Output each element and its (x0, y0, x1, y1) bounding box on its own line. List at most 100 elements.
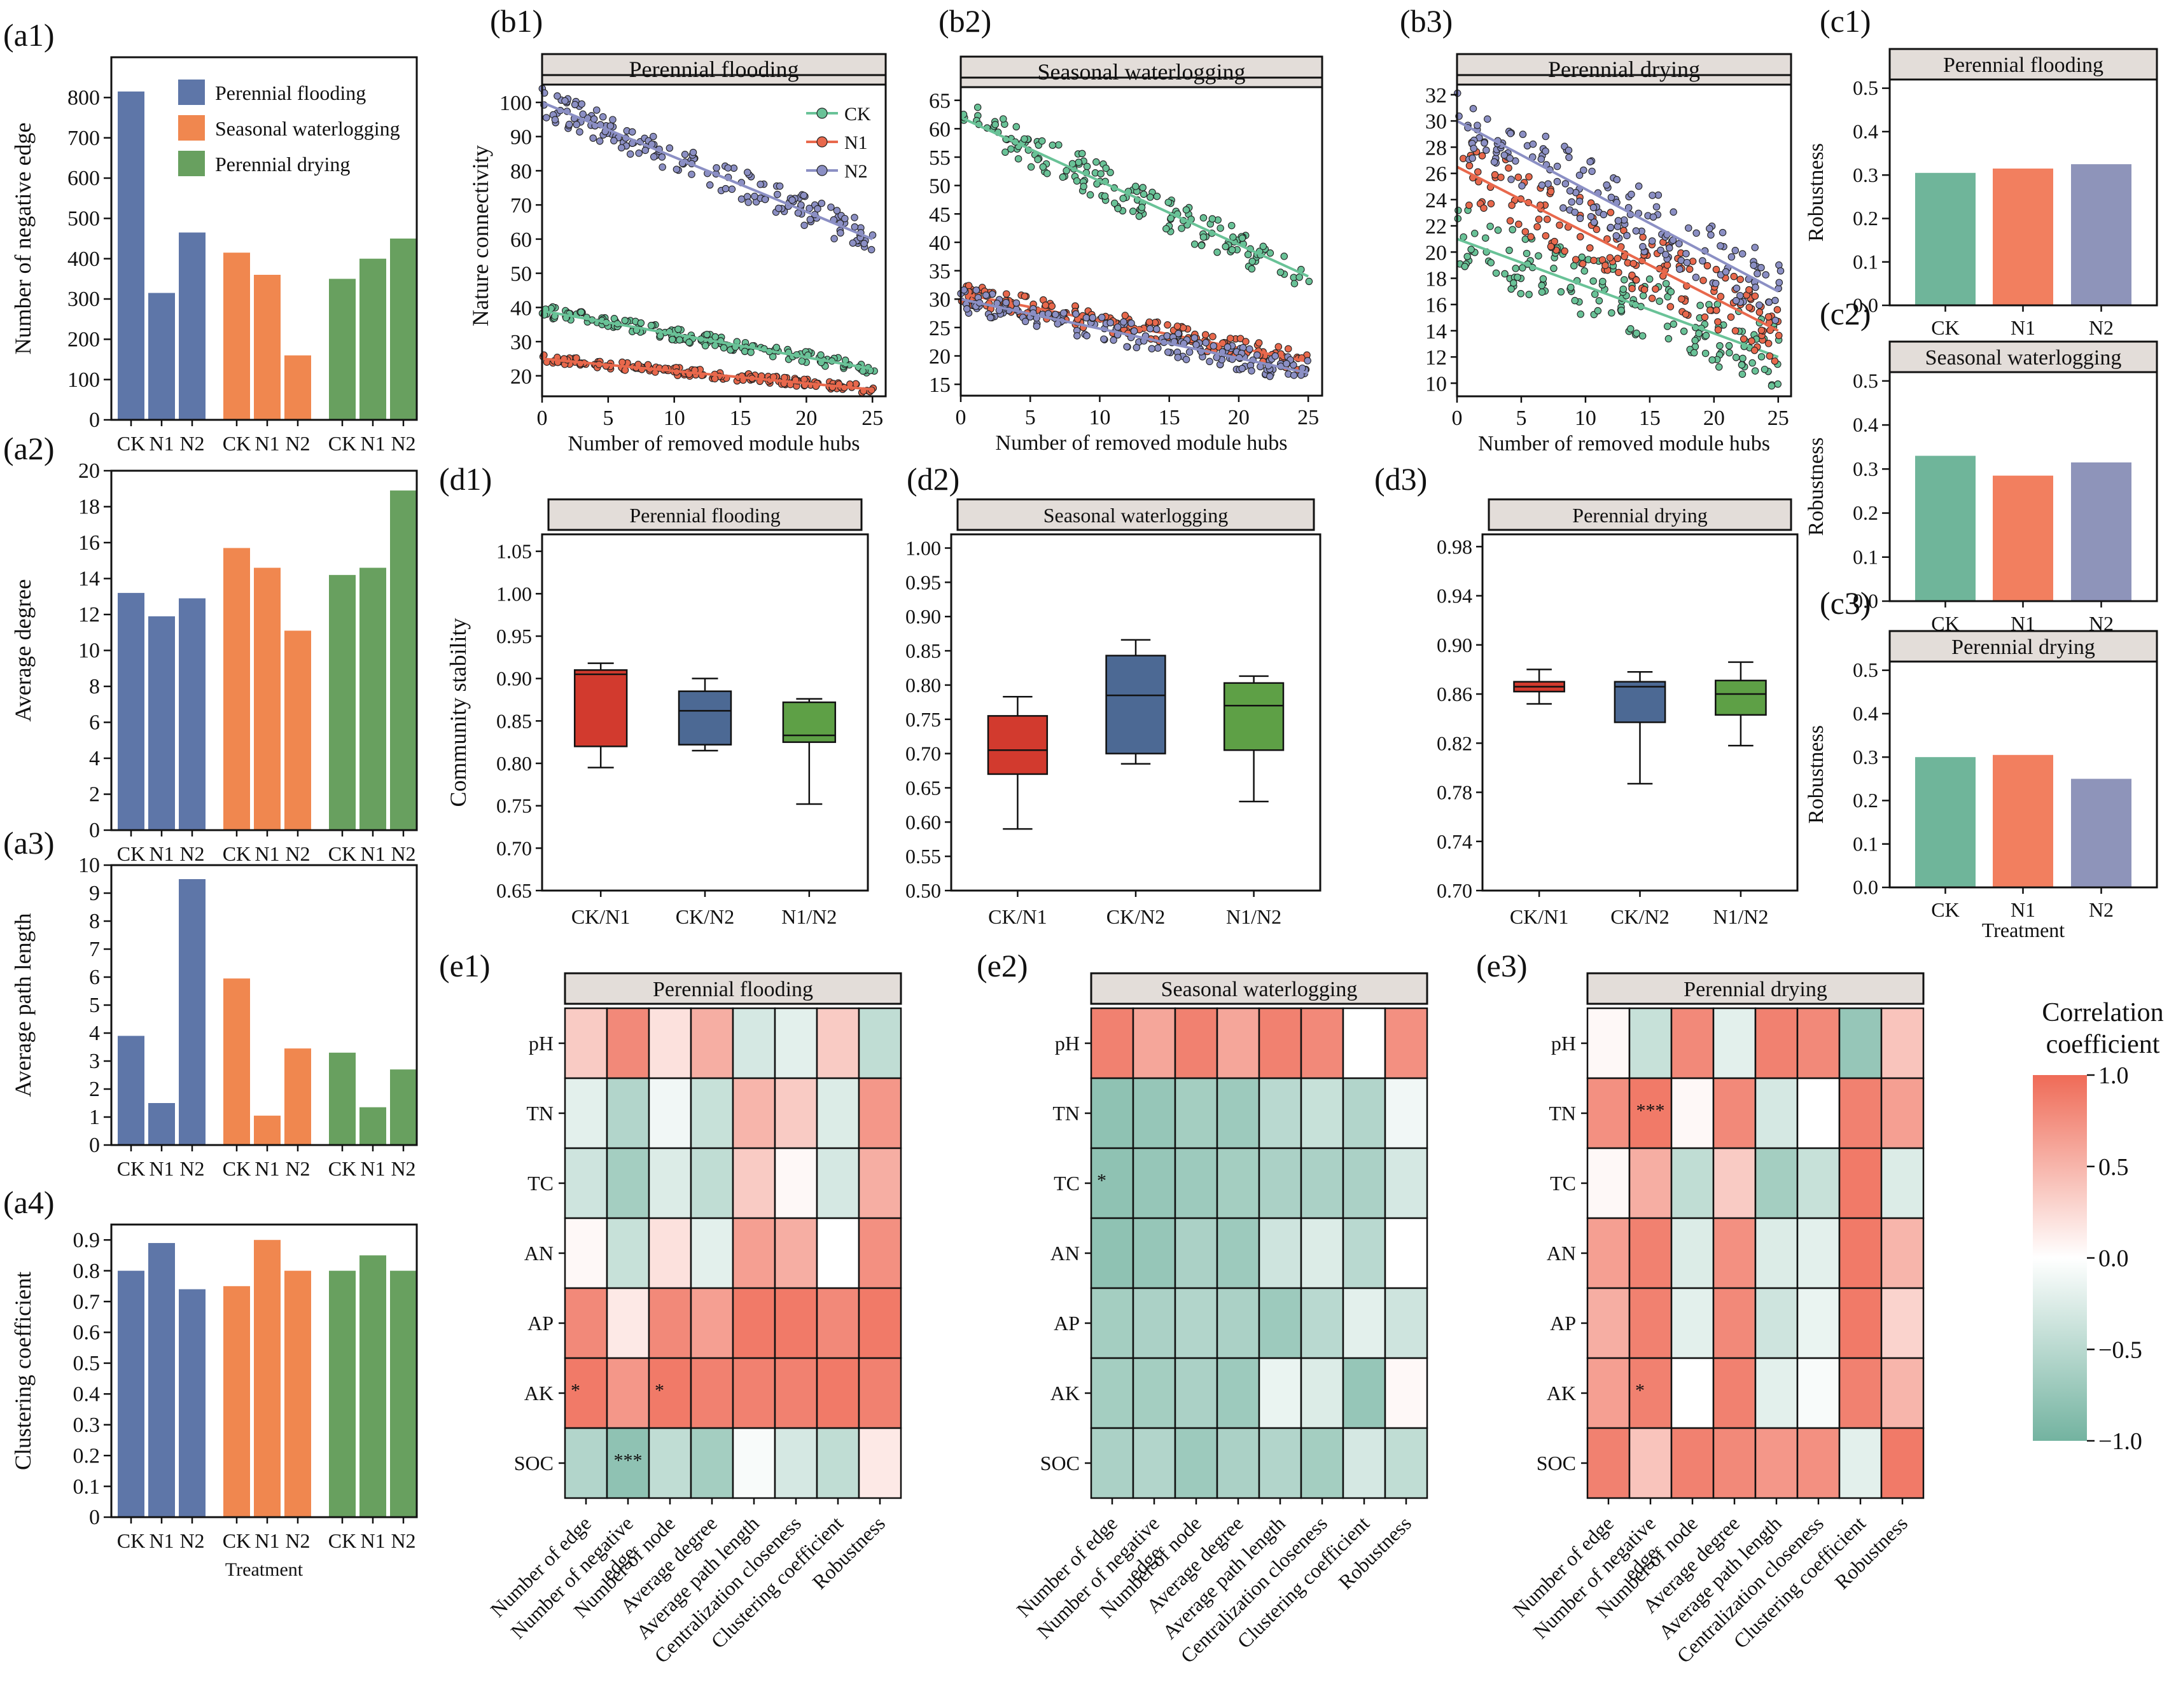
point-N2 (1059, 309, 1068, 317)
a2-y-axis: 0 2 4 6 8 10 12 14 16 18 20 (78, 459, 111, 842)
x-tick-label: 10 (1575, 406, 1596, 430)
point-CK (1702, 331, 1710, 340)
point-CK (1550, 265, 1558, 272)
y-tick-label: 35 (929, 260, 951, 284)
a1-bar (179, 232, 206, 420)
y-tick-label: 16 (1425, 294, 1447, 317)
point-N2 (650, 153, 658, 161)
y-tick-label: 16 (78, 531, 100, 555)
point-CK (1068, 160, 1077, 168)
point-N2 (837, 229, 844, 237)
point-N2 (606, 122, 615, 130)
y-tick-label: 0.4 (1853, 413, 1878, 436)
c1-y-axis: 0.0 0.1 0.2 0.3 0.4 0.5 (1853, 76, 1890, 317)
heat-cell (816, 1427, 860, 1499)
y-tick-label: 100 (499, 92, 532, 115)
heat-cell (1796, 1427, 1841, 1499)
point-N1 (1491, 171, 1499, 179)
point-N2 (1649, 213, 1657, 221)
point-N2 (722, 184, 730, 193)
legend-marker (816, 136, 828, 148)
point-N2 (1083, 331, 1091, 340)
point-N1 (1628, 271, 1636, 279)
x-tick-label: N2 (179, 1529, 204, 1552)
x-tick-label: N1 (149, 432, 174, 455)
point-CK (1726, 349, 1733, 357)
heat-cell (1342, 1287, 1386, 1359)
row-label: pH (1551, 1032, 1576, 1055)
heat-cell (732, 1287, 776, 1359)
heat-cell (1586, 1217, 1631, 1289)
heat-cell (1586, 1007, 1631, 1080)
point-N1 (1639, 233, 1647, 241)
y-tick-label: 12 (1425, 346, 1447, 370)
y-tick-label: 0.2 (73, 1444, 101, 1468)
y-tick-label: 30 (1425, 110, 1447, 134)
point-N2 (1544, 180, 1552, 188)
point-N1 (1121, 312, 1129, 319)
point-CK (1738, 361, 1746, 369)
heat-cell (1712, 1427, 1757, 1499)
row-label: TN (1052, 1102, 1080, 1125)
box-N1/N2 (1715, 661, 1767, 747)
point-N1 (1682, 310, 1690, 318)
a3-bar (390, 1069, 417, 1145)
heat-cell (1754, 1287, 1799, 1359)
heat-cell (1342, 1147, 1386, 1219)
y-tick-label: 4 (89, 747, 100, 770)
heat-cell (1300, 1357, 1344, 1429)
x-tick-label: CK (223, 842, 251, 865)
heat-cell (690, 1427, 734, 1499)
point-CK (1539, 275, 1547, 283)
point-N2 (1707, 231, 1715, 239)
heat-cell (1754, 1077, 1799, 1149)
point-N2 (551, 116, 559, 123)
x-tick-label: CK (328, 1529, 356, 1552)
point-CK (1667, 288, 1675, 296)
point-N2 (800, 221, 808, 229)
heat-cell (1628, 1147, 1673, 1219)
y-tick-label: 6 (89, 711, 100, 735)
e1-title-bar (564, 972, 902, 1005)
point-CK (1509, 226, 1516, 233)
heat-cell (1342, 1217, 1386, 1289)
point-N2 (1771, 316, 1780, 324)
point-N2 (788, 196, 796, 204)
legend-swatch (178, 115, 205, 141)
point-CK (1001, 148, 1009, 156)
heat-cell (1670, 1007, 1715, 1080)
row-label: AN (524, 1242, 554, 1265)
heat-cell (690, 1077, 734, 1149)
point-CK (1619, 285, 1628, 293)
point-CK (1467, 246, 1475, 253)
a3-ylabel: Average path length (10, 913, 36, 1097)
point-N2 (728, 185, 736, 193)
heat-cell (774, 1427, 818, 1499)
point-CK (674, 325, 682, 333)
heat-cell (1384, 1217, 1428, 1289)
y-tick-label: 28 (1425, 136, 1447, 160)
heat-cell (1174, 1427, 1218, 1499)
point-CK (1738, 370, 1747, 378)
heat-cell (1670, 1217, 1715, 1289)
y-tick-label: 0.1 (73, 1475, 101, 1499)
point-CK (621, 317, 629, 324)
point-N1 (1561, 247, 1568, 255)
significance-mark: * (655, 1380, 664, 1401)
y-tick-label: 500 (67, 207, 100, 231)
c1-bar (2071, 164, 2131, 305)
point-N1 (1740, 335, 1748, 343)
a2-bar (148, 616, 175, 830)
point-N1 (1764, 340, 1773, 347)
point-N1 (1773, 306, 1782, 314)
legend-swatch (178, 80, 205, 105)
point-N1 (1628, 284, 1636, 293)
y-tick-label: 18 (78, 496, 100, 519)
point-N2 (1736, 291, 1744, 300)
point-N1 (1514, 173, 1523, 181)
y-tick-label: 10 (78, 854, 100, 877)
point-N1 (1474, 168, 1482, 176)
heat-cell (1384, 1147, 1428, 1219)
point-N1 (1576, 233, 1584, 240)
heat-cell (1670, 1287, 1715, 1359)
